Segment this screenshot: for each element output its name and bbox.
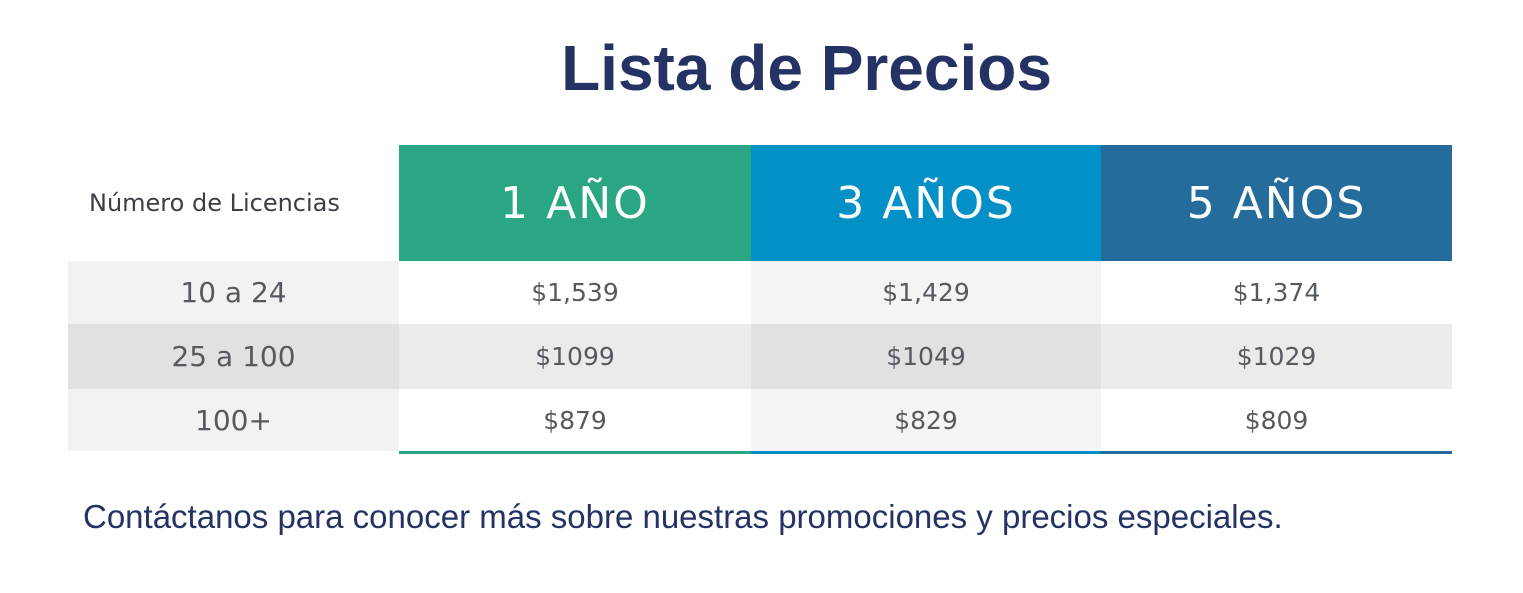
header-5-years: 5 AÑOS — [1101, 145, 1452, 261]
price-table: Número de Licencias 1 AÑO 3 AÑOS 5 AÑOS … — [68, 145, 1452, 454]
contact-note: Contáctanos para conocer más sobre nuest… — [83, 498, 1283, 535]
row-label: 10 a 24 — [68, 261, 399, 324]
price-cell: $809 — [1101, 389, 1452, 451]
header-licenses: Número de Licencias — [89, 189, 340, 217]
price-cell: $829 — [751, 389, 1101, 451]
price-cell: $1099 — [399, 324, 751, 389]
table-header-row: Número de Licencias 1 AÑO 3 AÑOS 5 AÑOS — [68, 145, 1452, 261]
underline-3-years — [751, 451, 1101, 454]
price-cell: $879 — [399, 389, 751, 451]
price-cell: $1,374 — [1101, 261, 1452, 324]
header-1-year: 1 AÑO — [399, 145, 751, 261]
table-row: 100+ $879 $829 $809 — [68, 389, 1452, 451]
price-cell: $1,429 — [751, 261, 1101, 324]
underline-5-years — [1101, 451, 1452, 454]
price-cell: $1,539 — [399, 261, 751, 324]
row-label: 100+ — [68, 389, 399, 451]
price-cell: $1029 — [1101, 324, 1452, 389]
table-row: 25 a 100 $1099 $1049 $1029 — [68, 324, 1452, 389]
page-title: Lista de Precios — [561, 32, 1052, 104]
table-row: 10 a 24 $1,539 $1,429 $1,374 — [68, 261, 1452, 324]
price-cell: $1049 — [751, 324, 1101, 389]
underline-1-year — [399, 451, 751, 454]
header-3-years: 3 AÑOS — [751, 145, 1101, 261]
column-underline — [399, 451, 1452, 454]
row-label: 25 a 100 — [68, 324, 399, 389]
